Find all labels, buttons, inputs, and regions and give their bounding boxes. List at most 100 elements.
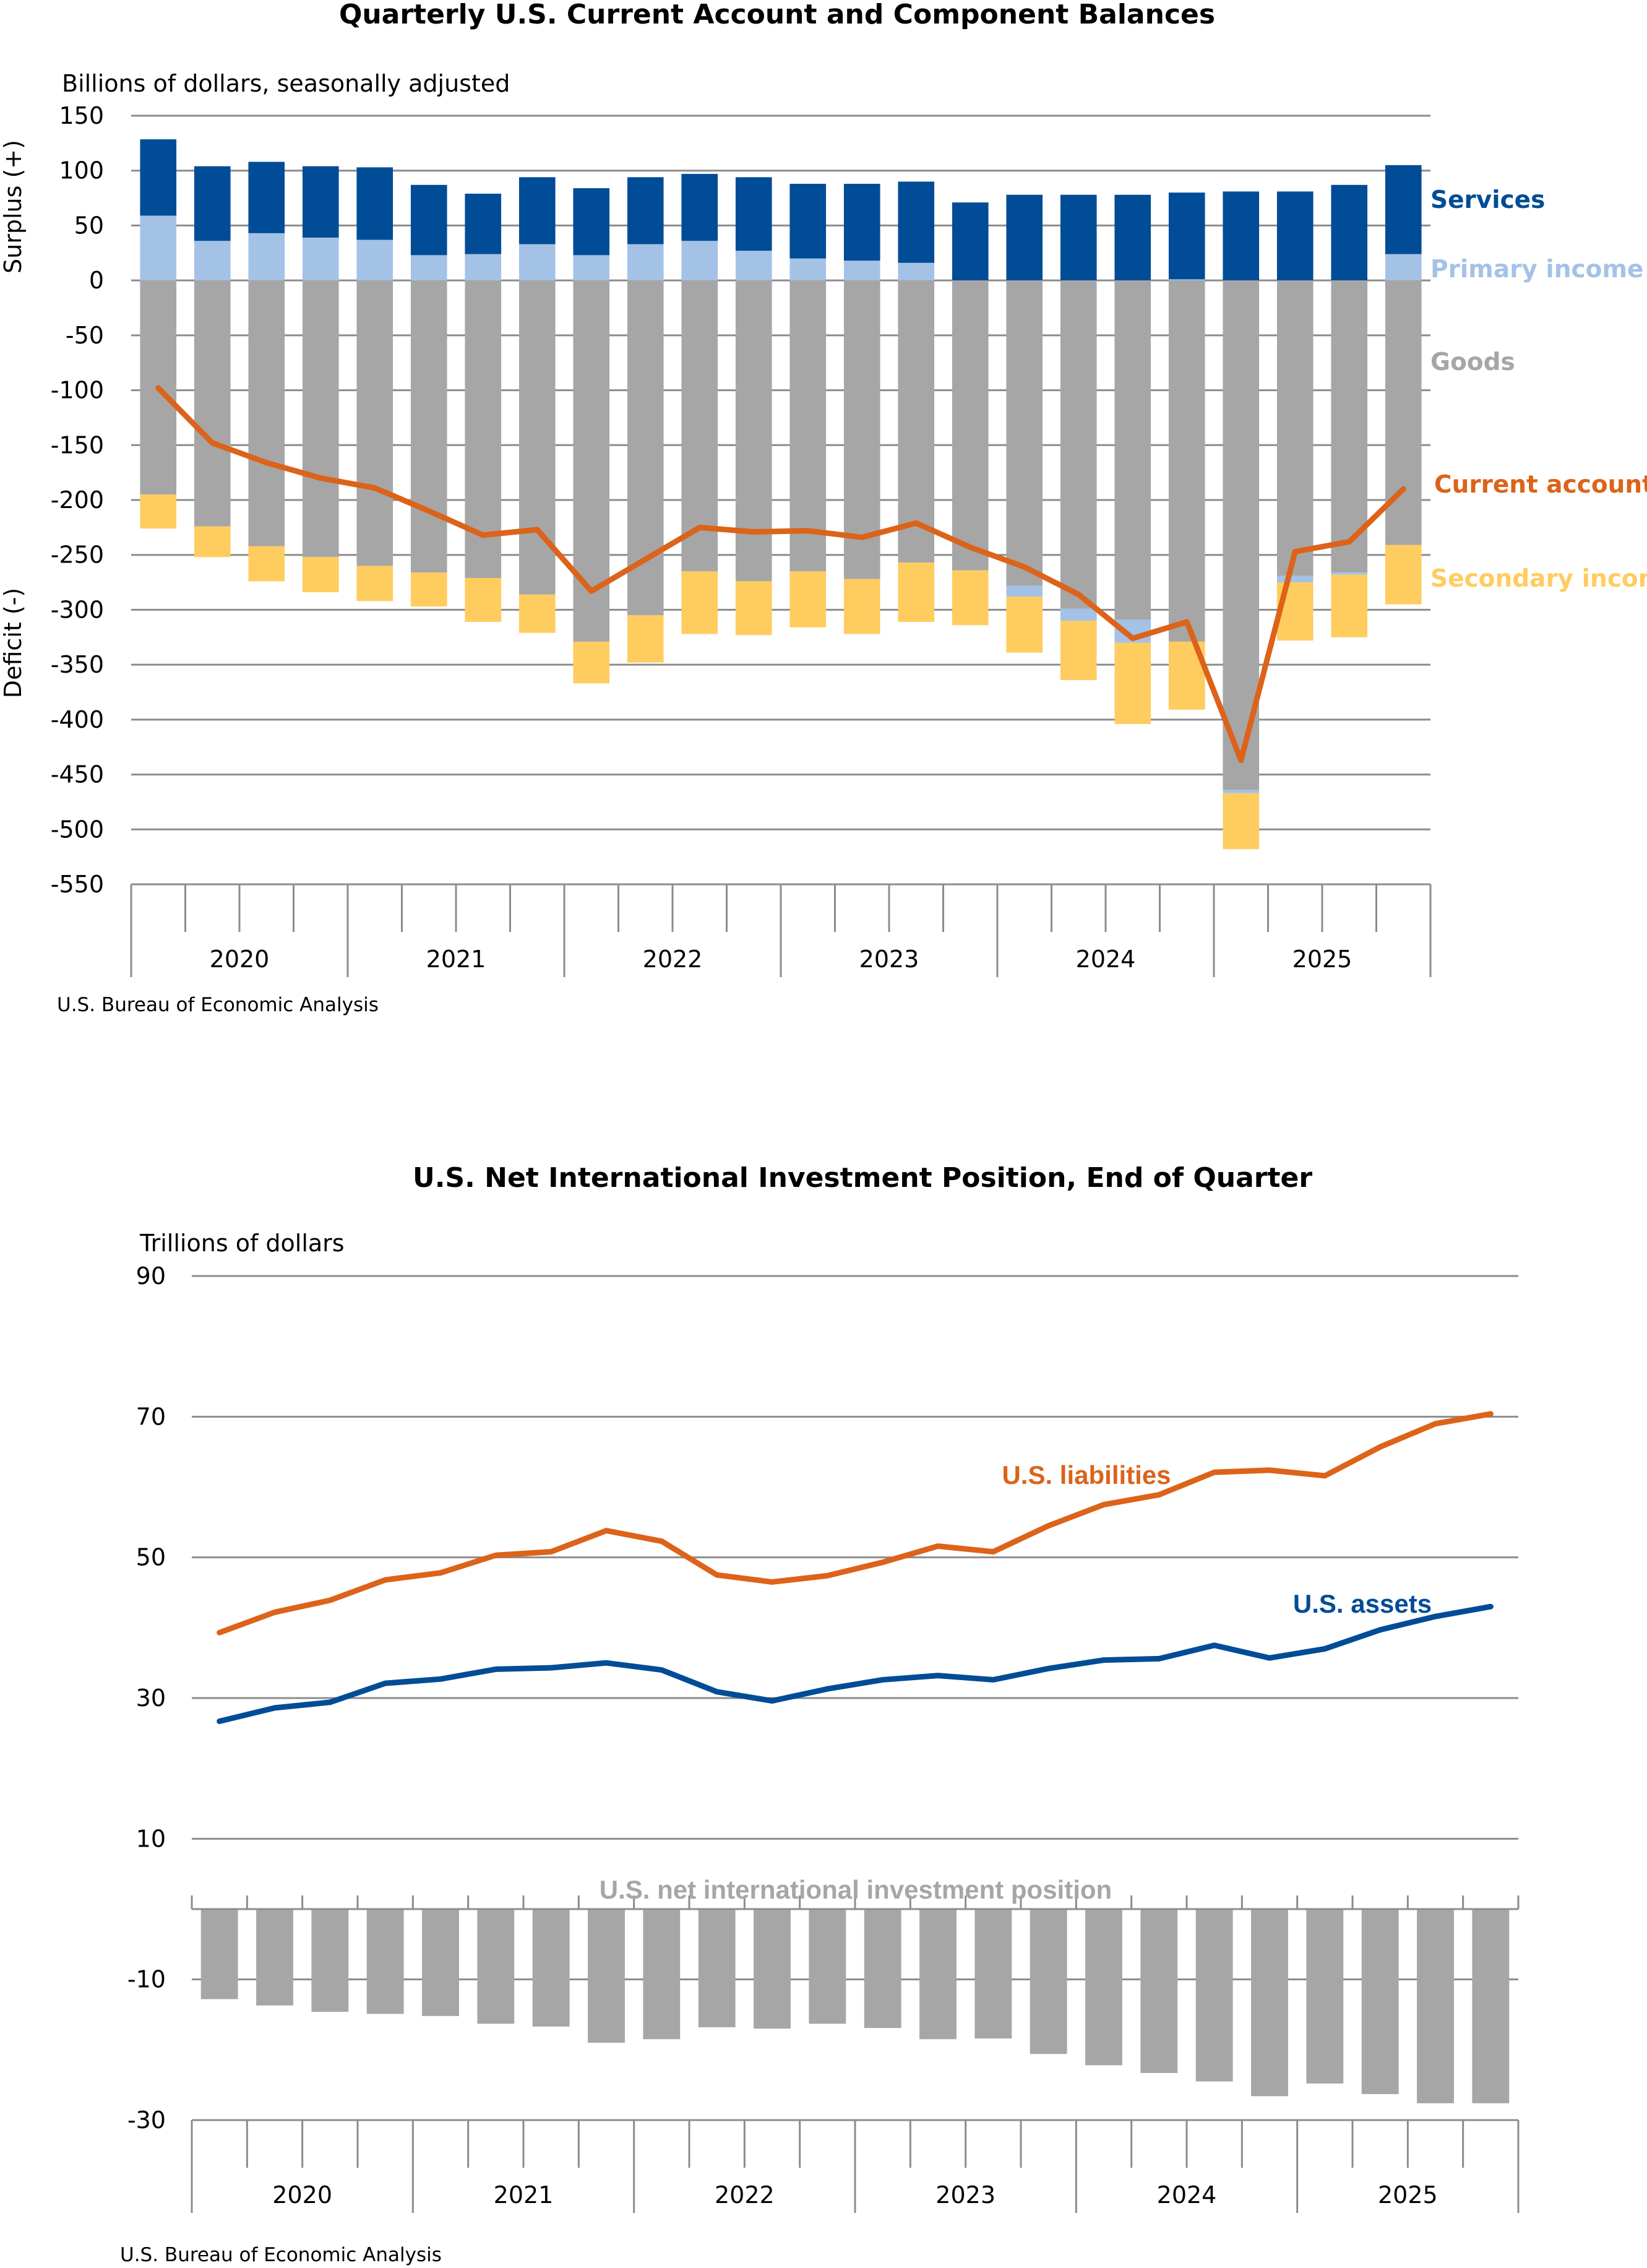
- bar-primary-income: [843, 261, 880, 281]
- legend-us-liabilities: U.S. liabilities: [1002, 1460, 1171, 1490]
- bar-goods: [1114, 280, 1151, 620]
- bar-primary-income: [140, 215, 177, 281]
- bar-services: [1060, 194, 1097, 281]
- bar-services: [1168, 192, 1205, 280]
- bar-niip: [1306, 1909, 1344, 2084]
- bar-services: [1006, 194, 1043, 281]
- legend-us-niip: U.S. net international investment positi…: [600, 1875, 1112, 1904]
- y-tick-label: 90: [136, 1262, 166, 1290]
- chart2-x-axis: 2020 2021 2022 2023 2024 2025: [191, 1895, 1520, 2213]
- bar-niip: [256, 1909, 293, 2006]
- bar-secondary-income: [302, 557, 339, 593]
- bar-secondary-income: [735, 581, 772, 636]
- bar-niip: [1195, 1909, 1233, 2082]
- bar-niip: [366, 1909, 404, 2014]
- bar-goods: [194, 280, 231, 527]
- bar-primary-income: [518, 244, 556, 281]
- bar-primary-income: [1060, 608, 1097, 621]
- bar-secondary-income: [843, 579, 880, 634]
- bar-primary-income: [789, 258, 827, 281]
- bar-primary-income: [1331, 572, 1368, 575]
- bar-niip: [477, 1909, 515, 2024]
- bar-niip: [532, 1909, 570, 2027]
- x-tick-label-year: 2022: [643, 946, 703, 973]
- bar-goods: [735, 280, 772, 582]
- bar-primary-income: [248, 233, 285, 281]
- bar-services: [1114, 194, 1151, 281]
- legend-us-assets: U.S. assets: [1293, 1589, 1432, 1618]
- bar-services: [248, 162, 285, 233]
- assets-line: [217, 1603, 1494, 1725]
- bar-services: [681, 174, 718, 241]
- bar-primary-income: [1006, 585, 1043, 597]
- bar-services: [140, 139, 177, 216]
- y-tick-label: -250: [51, 541, 104, 569]
- bar-goods: [789, 280, 827, 572]
- y-tick-label: -200: [51, 486, 104, 514]
- bar-secondary-income: [898, 563, 935, 622]
- bar-goods: [248, 280, 285, 546]
- bar-niip: [643, 1909, 681, 2040]
- y-tick-label: -300: [51, 596, 104, 623]
- bar-secondary-income: [518, 594, 556, 633]
- x-tick-label-year: 2023: [859, 946, 919, 973]
- chart1-source: U.S. Bureau of Economic Analysis: [57, 994, 379, 1016]
- bar-niip: [919, 1909, 957, 2040]
- bar-primary-income: [1223, 790, 1260, 793]
- y-tick-label: 10: [136, 1825, 166, 1852]
- bar-niip: [698, 1909, 736, 2027]
- bar-primary-income: [302, 237, 339, 281]
- x-tick-label-year: 2025: [1292, 946, 1352, 973]
- bar-goods: [952, 280, 989, 571]
- x-tick-label-year: 2021: [494, 2181, 554, 2209]
- y-tick-label: 100: [59, 157, 104, 184]
- x-tick-label-year: 2022: [715, 2181, 775, 2209]
- chart1-subtitle: Billions of dollars, seasonally adjusted: [62, 70, 510, 97]
- bar-goods: [410, 280, 447, 573]
- y-tick-label: -350: [51, 651, 104, 678]
- y-tick-label: -10: [127, 1966, 166, 1993]
- y-tick-label: 50: [136, 1544, 166, 1571]
- bar-goods: [1006, 280, 1043, 586]
- bar-goods: [681, 280, 718, 572]
- chart1-gridlines: [131, 114, 1430, 886]
- bar-secondary-income: [627, 615, 664, 663]
- bar-services: [1276, 191, 1314, 281]
- bar-services: [735, 177, 772, 251]
- bar-primary-income: [465, 254, 502, 281]
- bar-primary-income: [410, 255, 447, 281]
- y-tick-label: 150: [59, 102, 104, 129]
- bar-niip: [588, 1909, 625, 2043]
- bar-services: [952, 202, 989, 281]
- bar-secondary-income: [1006, 597, 1043, 653]
- bar-services: [627, 177, 664, 244]
- bar-niip: [974, 1909, 1012, 2039]
- y-tick-label: -450: [51, 761, 104, 788]
- bar-niip: [1417, 1909, 1454, 2103]
- bar-goods: [1331, 280, 1368, 573]
- bar-secondary-income: [140, 494, 177, 529]
- bar-niip: [1085, 1909, 1122, 2066]
- bar-niip: [864, 1909, 901, 2029]
- liabilities-line: [217, 1411, 1494, 1636]
- chart1-title: Quarterly U.S. Current Account and Compo…: [339, 0, 1215, 30]
- x-tick-label-year: 2020: [210, 946, 270, 973]
- bar-secondary-income: [681, 571, 718, 634]
- bar-niip: [754, 1909, 791, 2029]
- bar-goods: [1276, 280, 1314, 576]
- bar-niip: [1472, 1909, 1510, 2103]
- y-tick-label: 50: [74, 212, 104, 239]
- y-tick-label: -100: [51, 377, 104, 404]
- bar-secondary-income: [952, 570, 989, 626]
- legend-services: Services: [1430, 186, 1545, 214]
- y-axis-label-surplus: Surplus (+): [0, 140, 27, 274]
- bar-services: [789, 184, 827, 259]
- chart2-source: U.S. Bureau of Economic Analysis: [120, 2244, 442, 2266]
- bar-secondary-income: [1385, 545, 1422, 605]
- bar-services: [302, 166, 339, 238]
- y-tick-label: 0: [89, 267, 104, 294]
- bar-services: [518, 177, 556, 244]
- bar-primary-income: [573, 255, 610, 281]
- chart1-y-ticks: 150 100 50 0 -50 -100 -150 -200 -250 -300 -350 -400…: [51, 102, 104, 898]
